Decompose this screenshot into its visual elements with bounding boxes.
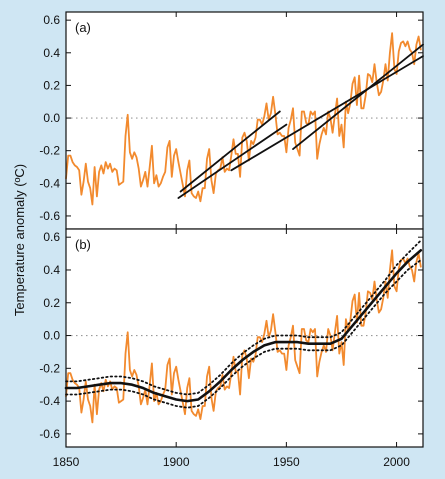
- y-tick-label: 0.0: [43, 329, 60, 343]
- y-tick-label: 0.4: [43, 263, 60, 277]
- series-trend-line-3: [292, 43, 424, 151]
- panel-b: -0.6 -0.4 -0.2 0.0 0.2 0.4 0.6 1850 1900 1950 2000…: [39, 228, 424, 469]
- panel-a: -0.6 -0.4 -0.2 0.0 0.2 0.4 0.6 (a): [39, 11, 424, 230]
- y-tick-label: -0.2: [39, 361, 60, 375]
- y-tick-label: 0.6: [43, 230, 60, 244]
- x-tick-label: 1850: [53, 455, 80, 469]
- y-tick-label: 0.2: [43, 78, 60, 92]
- series-trend-line-2: [179, 110, 281, 193]
- series-trend-line-1: [177, 123, 288, 199]
- plot-area: [66, 229, 423, 447]
- series-orange-line-0: [65, 32, 422, 206]
- x-tick-label: 1900: [163, 455, 190, 469]
- plot-frame: [65, 228, 424, 448]
- y-tick-label: 0.0: [43, 111, 60, 125]
- series-lower-dotted-3: [65, 259, 422, 409]
- series-trend-line-4: [230, 55, 424, 172]
- panel-label: (a): [75, 20, 91, 35]
- x-tick-label: 2000: [383, 455, 410, 469]
- y-tick-label: -0.4: [39, 176, 60, 190]
- y-tick-label: -0.6: [39, 209, 60, 223]
- series-orange-line-0: [65, 249, 422, 424]
- series-upper-dotted-2: [65, 239, 422, 396]
- plot-area: [66, 12, 423, 229]
- y-tick-label: -0.4: [39, 394, 60, 408]
- y-tick-label: 0.2: [43, 296, 60, 310]
- y-tick-label: 0.6: [43, 13, 60, 27]
- panel-label: (b): [75, 237, 91, 252]
- series-smooth-line-1: [64, 249, 423, 403]
- x-tick-label: 1950: [273, 455, 300, 469]
- y-axis-label: Temperature anomaly (ºC): [12, 164, 27, 316]
- y-tick-label: -0.2: [39, 144, 60, 158]
- y-tick-label: 0.4: [43, 46, 60, 60]
- y-tick-label: -0.6: [39, 427, 60, 441]
